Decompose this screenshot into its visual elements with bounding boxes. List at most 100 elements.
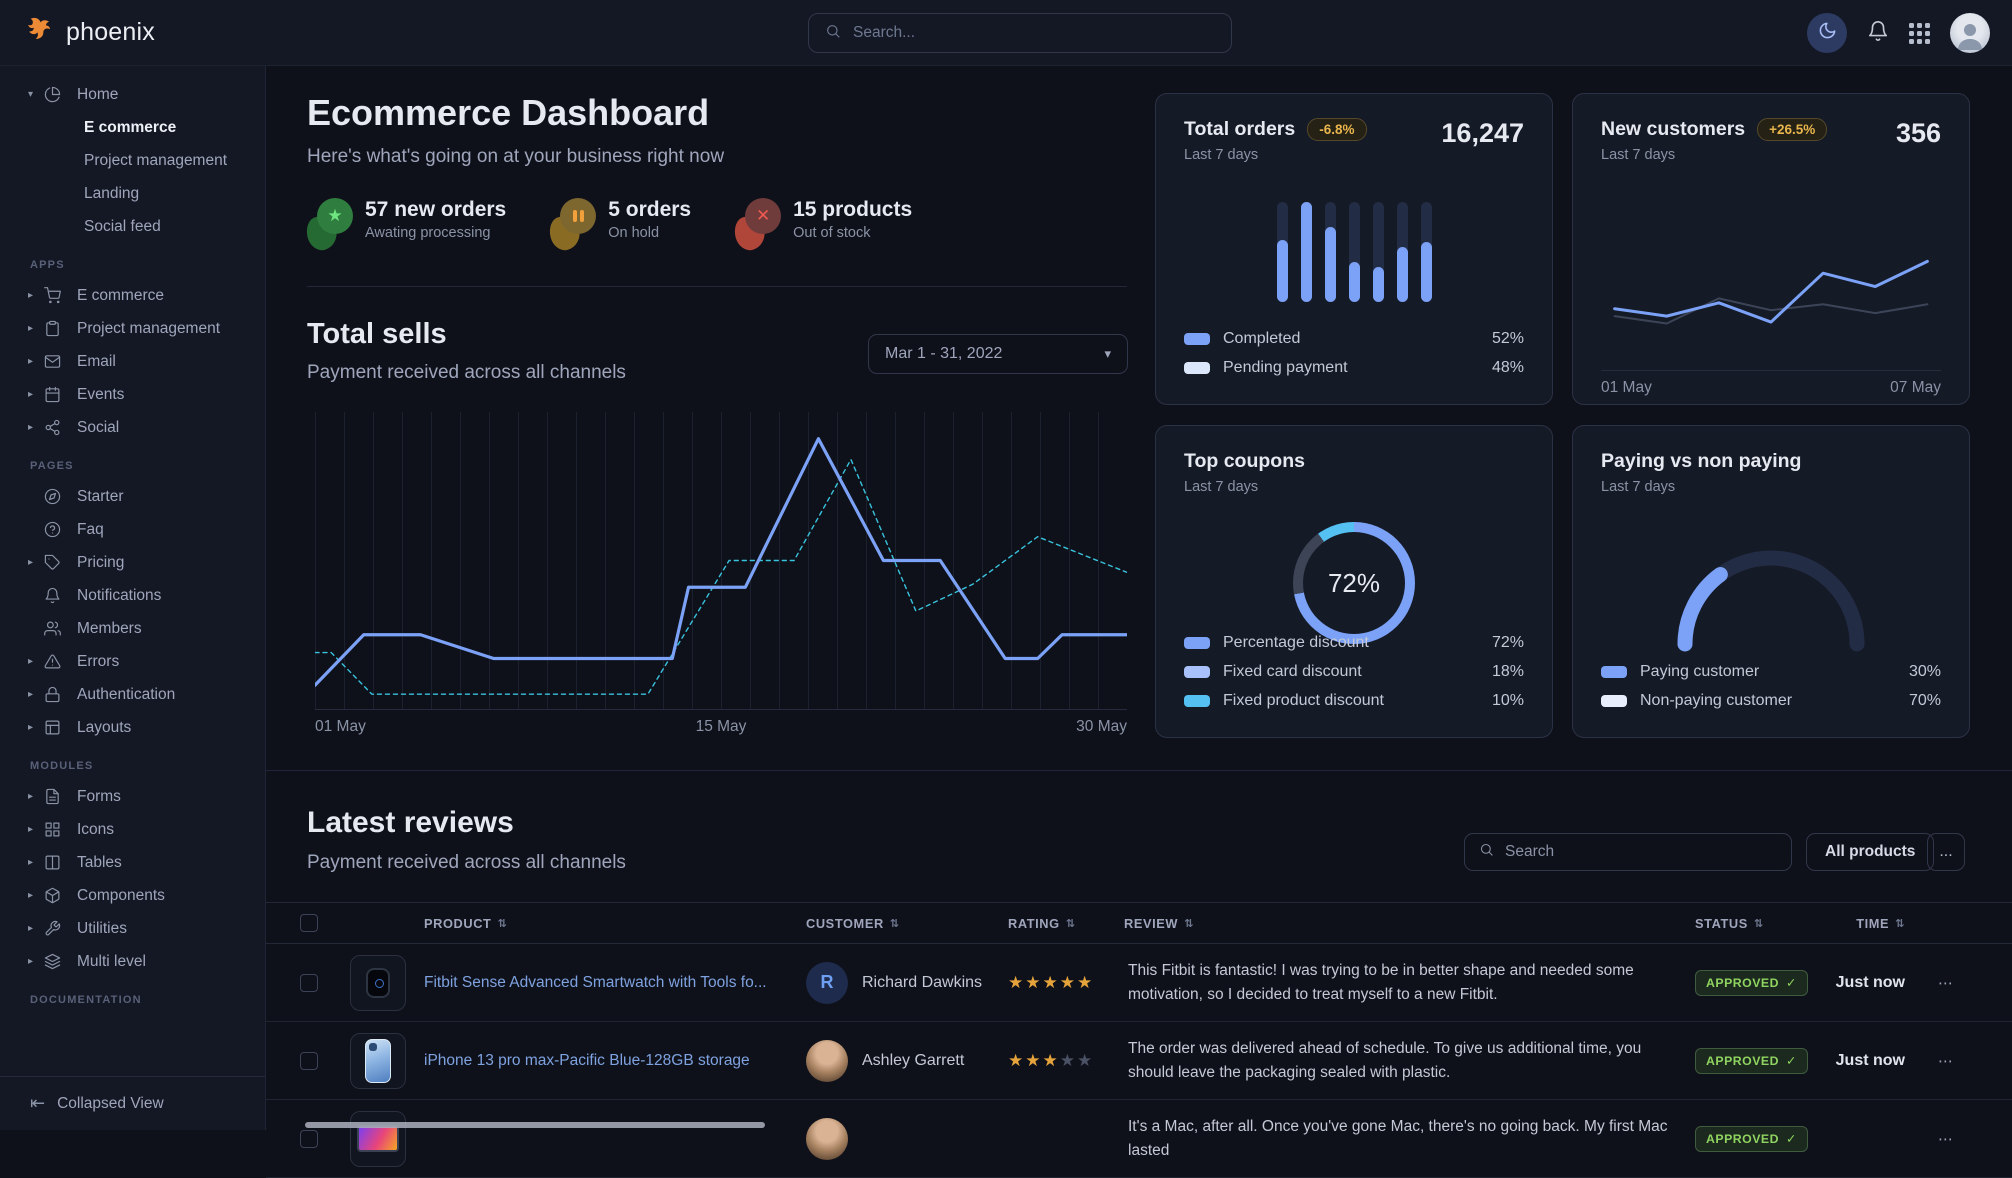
sort-icon: ⇅: [1065, 917, 1076, 930]
user-avatar[interactable]: [1950, 13, 1990, 53]
legend-swatch: [1184, 665, 1210, 678]
notifications-button[interactable]: [1867, 20, 1889, 47]
select-all-checkbox[interactable]: [300, 914, 318, 932]
sidebar-item-members[interactable]: Members: [0, 612, 265, 645]
star-icon: ★: [1077, 1050, 1095, 1070]
coupons-legend-row: Fixed card discount 18%: [1184, 657, 1524, 686]
stat-label: Out of stock: [793, 225, 871, 242]
stat-chip: 5 orders On hold: [546, 198, 691, 254]
sidebar-subitem-social-feed[interactable]: Social feed: [84, 217, 161, 235]
star-icon: ★: [1042, 1050, 1060, 1070]
row-checkbox[interactable]: [300, 973, 318, 992]
chevron-down-icon: ▾: [1104, 346, 1111, 361]
sidebar-item-label: Multi level: [77, 952, 146, 970]
column-header-product[interactable]: PRODUCT ⇅: [424, 903, 507, 943]
product-link[interactable]: Fitbit Sense Advanced Smartwatch with To…: [424, 973, 767, 991]
sidebar-item-pricing[interactable]: ▸ Pricing: [0, 546, 265, 579]
row-more-button[interactable]: ⋯: [1938, 1130, 1953, 1148]
sidebar-item-notifications[interactable]: Notifications: [0, 579, 265, 612]
apps-menu-button[interactable]: [1909, 22, 1930, 44]
legend-value: 18%: [1491, 662, 1524, 680]
all-products-filter-button[interactable]: All products: [1806, 833, 1935, 871]
sidebar-item-e-commerce[interactable]: ▸ E commerce: [0, 279, 265, 312]
row-more-button[interactable]: ⋯: [1938, 974, 1953, 992]
sidebar-item-components[interactable]: ▸ Components: [0, 879, 265, 912]
status-badge: APPROVED ✓: [1695, 1125, 1808, 1152]
sidebar-item-project-management[interactable]: ▸ Project management: [0, 312, 265, 345]
star-icon: ★: [1025, 1050, 1043, 1070]
sidebar-item-email[interactable]: ▸ Email: [0, 345, 265, 378]
product-link[interactable]: iPhone 13 pro max-Pacific Blue-128GB sto…: [424, 1051, 750, 1069]
caret-right-icon: ▸: [28, 689, 34, 700]
product-image: [350, 1032, 406, 1089]
sidebar-item-label: Project management: [77, 319, 221, 337]
legend-label: Pending payment: [1223, 358, 1348, 376]
date-range-value: Mar 1 - 31, 2022: [885, 345, 1003, 362]
card-period: Last 7 days: [1601, 147, 1676, 163]
row-checkbox-cell: [300, 1100, 318, 1177]
card-period: Last 7 days: [1184, 147, 1259, 163]
caret-right-icon: ▸: [28, 722, 34, 733]
row-checkbox[interactable]: [300, 1051, 318, 1070]
sidebar-subitem-landing[interactable]: Landing: [84, 184, 140, 202]
paying-card: Paying vs non paying Last 7 days Paying …: [1572, 425, 1970, 738]
horizontal-scrollbar-thumb[interactable]: [305, 1122, 765, 1128]
time-cell: [1800, 1100, 1905, 1177]
row-checkbox[interactable]: [300, 1129, 318, 1148]
sidebar-item-home[interactable]: ▾ Home: [0, 78, 265, 111]
sidebar-item-authentication[interactable]: ▸ Authentication: [0, 678, 265, 711]
ellipsis-icon: ...: [1939, 843, 1953, 860]
sidebar-item-starter[interactable]: Starter: [0, 480, 265, 513]
legend-swatch: [1184, 694, 1210, 707]
caret-right-icon: ▸: [28, 656, 34, 667]
sidebar-item-errors[interactable]: ▸ Errors: [0, 645, 265, 678]
sidebar-item-multi-level[interactable]: ▸ Multi level: [0, 945, 265, 978]
sidebar-item-tables[interactable]: ▸ Tables: [0, 846, 265, 879]
grid-icon: [44, 821, 64, 838]
column-header-rating[interactable]: RATING ⇅: [1008, 903, 1076, 943]
new-customers-card: New customers +26.5% Last 7 days 356 01 …: [1572, 93, 1970, 405]
column-header-time[interactable]: TIME ⇅: [1800, 903, 1905, 943]
legend-label: Fixed product discount: [1223, 691, 1384, 709]
search-icon: [1479, 842, 1494, 862]
laptop-thumb-graphic: [357, 1125, 399, 1152]
review-time: Just now: [1835, 1051, 1905, 1069]
sidebar-item-layouts[interactable]: ▸ Layouts: [0, 711, 265, 744]
sidebar-subitem-e-commerce[interactable]: E commerce: [84, 118, 177, 136]
shopping-cart-icon: [44, 287, 64, 304]
status-label: APPROVED: [1706, 1131, 1780, 1146]
sidebar-item-faq[interactable]: Faq: [0, 513, 265, 546]
card-period: Last 7 days: [1601, 479, 1676, 495]
coupons-legend-row: Fixed product discount 10%: [1184, 686, 1524, 715]
column-header-review[interactable]: REVIEW ⇅: [1124, 903, 1194, 943]
orders-legend: Completed 52% Pending payment 48%: [1184, 324, 1524, 382]
phoenix-logo-icon: [26, 15, 56, 50]
sidebar-item-icons[interactable]: ▸ Icons: [0, 813, 265, 846]
sidebar-collapse-toggle[interactable]: ⇤ Collapsed View: [0, 1076, 265, 1130]
sidebar-item-social[interactable]: ▸ Social: [0, 411, 265, 444]
sidebar-item-label: Layouts: [77, 718, 132, 736]
stat-label: Awating processing: [365, 225, 491, 242]
customer-name-cell: Ashley Garrett: [862, 1022, 964, 1099]
sidebar-item-forms[interactable]: ▸ Forms: [0, 780, 265, 813]
sidebar-item-events[interactable]: ▸ Events: [0, 378, 265, 411]
reviews-search-input[interactable]: Search: [1464, 833, 1792, 871]
reviews-more-button[interactable]: ...: [1927, 833, 1965, 871]
sidebar-item-utilities[interactable]: ▸ Utilities: [0, 912, 265, 945]
column-header-label: RATING: [1008, 915, 1060, 931]
brand[interactable]: phoenix: [26, 15, 155, 50]
column-header-customer[interactable]: CUSTOMER ⇅: [806, 903, 900, 943]
sidebar-subitem-project-management[interactable]: Project management: [84, 151, 228, 169]
caret-right-icon: ▸: [28, 857, 34, 868]
top-navbar: phoenix Search...: [0, 0, 2012, 66]
row-more-button[interactable]: ⋯: [1938, 1052, 1953, 1070]
navbar-search-input[interactable]: Search...: [808, 13, 1232, 53]
legend-value: 48%: [1491, 358, 1524, 376]
column-header-status[interactable]: STATUS ⇅: [1695, 903, 1764, 943]
sidebar: ▾ Home E commerce Project management Landing…: [0, 66, 266, 1130]
stat-chip: ✕ 15 products Out of stock: [731, 198, 912, 254]
theme-toggle-button[interactable]: [1807, 13, 1847, 53]
date-range-select[interactable]: Mar 1 - 31, 2022 ▾: [868, 334, 1128, 374]
x-label: 01 May: [315, 718, 366, 735]
review-time: Just now: [1835, 973, 1905, 991]
